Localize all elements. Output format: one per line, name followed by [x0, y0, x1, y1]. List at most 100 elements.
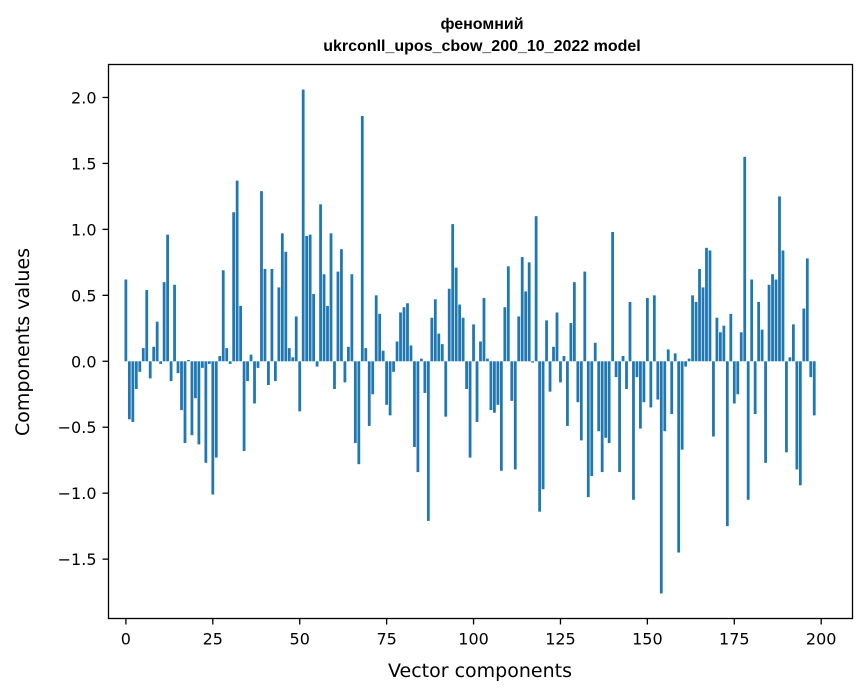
bar-99 [468, 361, 472, 458]
bar-13 [169, 361, 173, 382]
bar-43 [273, 361, 277, 382]
bar-56 [319, 204, 322, 362]
y-tick-label: 1.0 [71, 220, 96, 239]
bar-85 [420, 358, 423, 362]
y-tick-label: −1.0 [58, 484, 97, 503]
y-tick-label: −1.5 [58, 550, 97, 569]
bar-122 [548, 361, 552, 392]
bar-89 [433, 299, 437, 362]
bar-32 [235, 180, 239, 362]
bar-127 [566, 361, 569, 426]
bar-175 [732, 361, 736, 404]
bar-160 [680, 361, 684, 450]
bar-62 [340, 249, 343, 362]
bar-29 [225, 348, 229, 362]
bar-181 [753, 361, 757, 415]
bar-series [124, 89, 816, 594]
bar-72 [374, 295, 378, 362]
bar-187 [774, 279, 778, 362]
bar-24 [207, 361, 211, 364]
bar-0 [124, 279, 128, 362]
bar-166 [701, 287, 705, 362]
bar-189 [781, 250, 785, 362]
bar-95 [454, 267, 458, 362]
bar-158 [673, 353, 677, 362]
bar-55 [315, 361, 319, 367]
bar-53 [308, 234, 312, 362]
bar-76 [388, 361, 392, 416]
bar-176 [736, 361, 740, 395]
x-tick-label: 25 [203, 630, 223, 649]
bar-133 [586, 361, 590, 498]
bar-143 [621, 356, 625, 362]
bar-83 [413, 361, 416, 448]
bar-15 [176, 361, 180, 374]
bar-100 [472, 324, 475, 362]
bar-157 [670, 361, 674, 415]
y-tick-label: −0.5 [58, 418, 97, 437]
bar-168 [708, 250, 712, 362]
x-tick-label: 200 [806, 630, 837, 649]
bar-131 [579, 361, 583, 441]
bar-144 [625, 361, 628, 389]
bar-179 [746, 361, 750, 500]
bar-182 [757, 301, 761, 362]
bar-178 [743, 156, 747, 362]
bar-46 [284, 251, 288, 362]
bar-81 [406, 303, 409, 362]
bar-20 [194, 361, 197, 399]
x-axis: 0 25 50 75 100 125 150 175 200 [121, 618, 837, 649]
bar-115 [524, 291, 528, 362]
bar-92 [444, 361, 448, 417]
bar-154 [659, 361, 663, 594]
bar-164 [694, 301, 698, 362]
bar-67 [357, 361, 361, 465]
bar-42 [270, 268, 274, 362]
bar-39 [260, 191, 263, 362]
bar-165 [698, 268, 701, 362]
bar-190 [785, 361, 788, 453]
bar-174 [729, 313, 733, 362]
bar-60 [333, 361, 336, 389]
bar-130 [576, 361, 580, 403]
bar-113 [517, 316, 521, 362]
bar-50 [298, 361, 302, 412]
bar-47 [287, 348, 291, 362]
bar-135 [593, 342, 597, 362]
bar-171 [718, 332, 722, 362]
bar-14 [173, 284, 176, 362]
bar-90 [437, 333, 441, 362]
bar-44 [277, 287, 281, 362]
bar-31 [232, 212, 236, 362]
x-tick-label: 175 [719, 630, 750, 649]
bar-64 [346, 346, 350, 362]
bar-17 [183, 361, 187, 444]
bar-123 [552, 346, 555, 362]
bar-146 [632, 361, 635, 500]
bar-162 [687, 358, 691, 362]
bar-139 [607, 361, 611, 444]
bar-151 [649, 361, 653, 408]
bar-48 [291, 357, 295, 362]
bar-126 [562, 356, 566, 362]
bar-159 [677, 361, 681, 553]
bar-169 [712, 361, 715, 437]
x-tick-label: 0 [121, 630, 131, 649]
bar-88 [430, 317, 434, 362]
bar-54 [312, 294, 316, 362]
bar-194 [798, 361, 802, 486]
bar-96 [458, 304, 462, 362]
y-tick-label: 0.5 [71, 286, 96, 305]
bar-109 [503, 307, 507, 362]
x-tick-label: 75 [376, 630, 396, 649]
bar-51 [301, 89, 305, 362]
bar-103 [482, 297, 486, 362]
bar-94 [451, 224, 455, 362]
bar-36 [249, 354, 253, 362]
bar-80 [402, 307, 406, 362]
bar-155 [663, 361, 667, 432]
bar-129 [572, 282, 576, 362]
bar-161 [684, 361, 688, 367]
bar-21 [197, 361, 201, 445]
bar-4 [138, 361, 142, 372]
